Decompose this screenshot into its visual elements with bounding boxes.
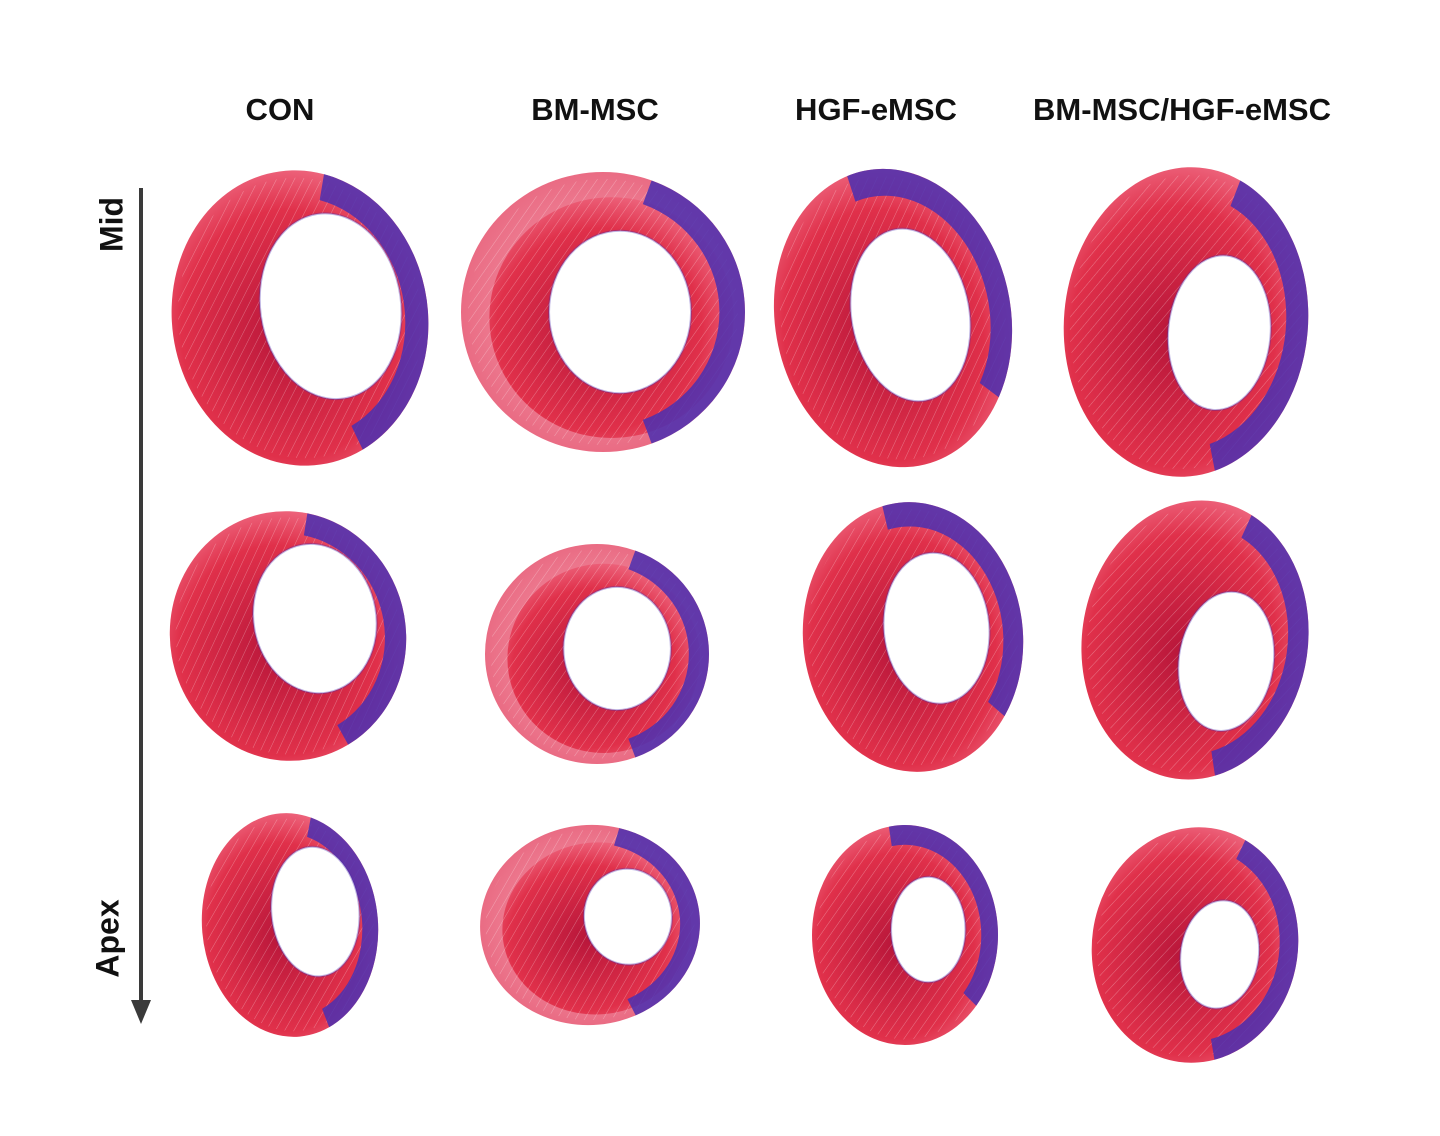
section-hgf-middle [802, 502, 1024, 772]
section-hgf-mid [773, 168, 1013, 468]
section-bm-apex [480, 824, 700, 1026]
column-title-con: CON [245, 92, 315, 127]
column-title-bm-msc: BM-MSC [531, 92, 659, 127]
section-con-apex [201, 813, 379, 1037]
section-combo-middle [1081, 500, 1309, 780]
section-con-middle [169, 511, 407, 761]
column-title-bm-msc-hgf-emsc: BM-MSC/HGF-eMSC [1033, 92, 1331, 127]
section-hgf-apex [812, 825, 998, 1045]
section-bm-mid [461, 172, 745, 452]
section-combo-mid [1063, 167, 1309, 477]
section-combo-apex [1091, 827, 1299, 1063]
section-con-mid [171, 170, 429, 466]
column-title-hgf-emsc: HGF-eMSC [795, 92, 957, 127]
section-bm-middle [485, 544, 710, 764]
mid-to-apex-arrow [131, 188, 151, 1024]
